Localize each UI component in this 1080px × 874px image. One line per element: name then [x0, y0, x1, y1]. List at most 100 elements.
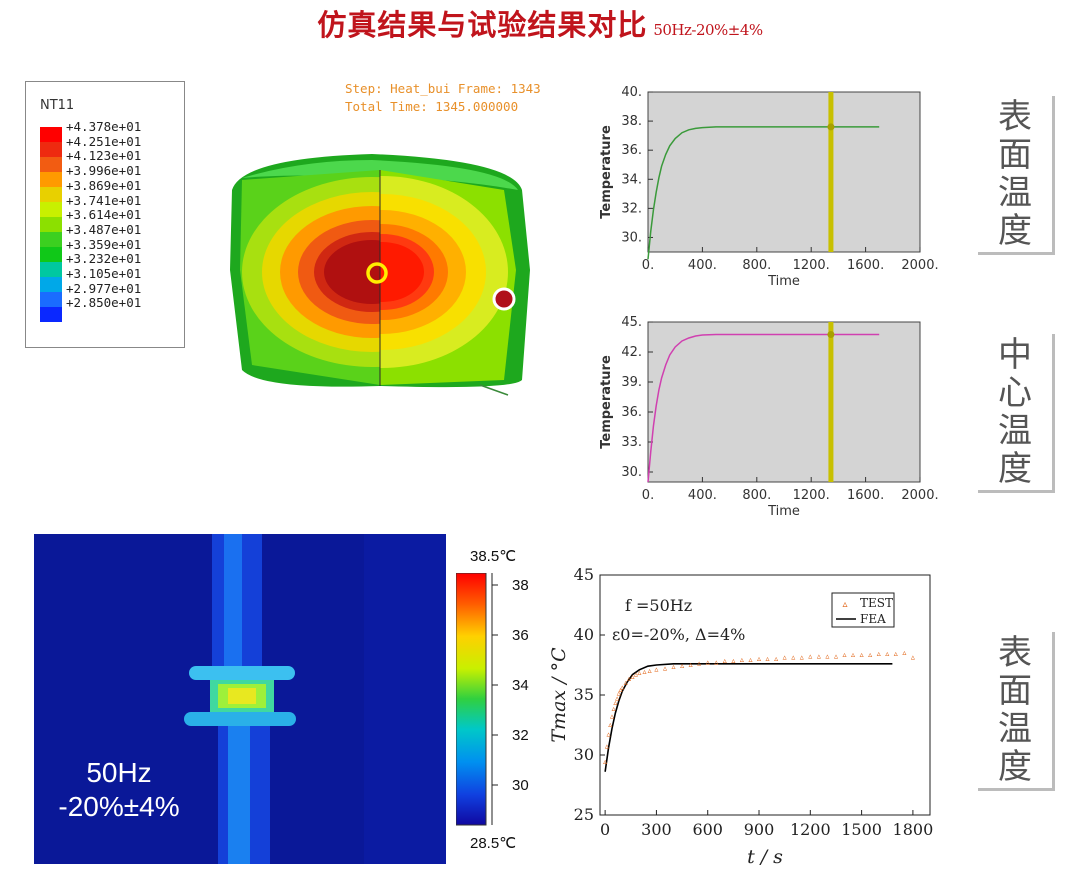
side-label-char: 度: [998, 211, 1032, 251]
y-tick-label: 30.: [621, 465, 642, 480]
legend-swatch: [40, 247, 62, 262]
x-tick-label: 1600.: [847, 258, 884, 273]
y-tick-label: 40.: [621, 85, 642, 100]
thermal-tick-label: 32: [512, 727, 529, 744]
test-point: ▵: [740, 655, 744, 664]
y-tick-label: 30.: [621, 230, 642, 245]
test-point: ▵: [791, 653, 795, 662]
x-tick-label: 1200.: [793, 488, 830, 503]
x-tick-label: 1200: [790, 820, 831, 839]
x-axis-label: Time: [767, 504, 800, 519]
x-tick-label: 600: [692, 820, 723, 839]
time-marker: [828, 322, 834, 482]
thermal-tick-label: 34: [512, 677, 529, 694]
test-point: ▵: [783, 653, 787, 662]
annotation-strain: ε0=-20%, Δ=4%: [612, 625, 745, 644]
step-info: Step: Heat_bui Frame: 1343 Total Time: 1…: [345, 80, 541, 116]
series-line-FEA: [604, 663, 893, 772]
surface-probe-marker: [492, 287, 516, 311]
test-point: ▵: [894, 649, 898, 658]
test-point: ▵: [607, 729, 611, 738]
test-point: ▵: [603, 757, 607, 766]
series-line-surface: [647, 126, 880, 260]
x-tick-label: 800.: [742, 258, 771, 273]
y-tick-label: 38.: [621, 114, 642, 129]
time-marker-point: [827, 331, 835, 338]
plot-area: [647, 91, 921, 253]
y-tick-label: 33.: [621, 435, 642, 450]
x-tick-label: 2000.: [901, 258, 938, 273]
x-tick-label: 400.: [688, 258, 717, 273]
test-point: ▵: [648, 666, 652, 675]
x-tick-label: 300: [641, 820, 672, 839]
test-point: ▵: [630, 672, 634, 681]
x-tick-label: 0.: [642, 258, 654, 273]
test-point: ▵: [672, 662, 676, 671]
y-tick-label: 40: [574, 625, 594, 644]
legend-swatch: [40, 187, 62, 202]
test-vs-fea-chart: 0 300 600 900 1200 1500 1800 25 30 35 40 45 t / s Tma…: [548, 565, 934, 868]
step-line-1: Step: Heat_bui Frame: 1343: [345, 81, 541, 96]
test-point: ▵: [689, 660, 693, 669]
legend-swatch: [40, 292, 62, 307]
test-point: ▵: [627, 674, 631, 683]
title-main: 仿真结果与试验结果对比: [317, 8, 648, 42]
test-point: ▵: [605, 741, 609, 750]
thermal-caption-freq: 50Hz: [86, 757, 152, 788]
side-label-surface-1: 表 面 温 度: [978, 96, 1055, 255]
test-point: ▵: [617, 689, 621, 698]
y-tick-label: 35: [574, 685, 594, 704]
test-point: ▵: [610, 711, 614, 720]
legend-colorbar: [40, 127, 62, 322]
fea-legend: NT11 +4.378e+01 +4.251e+01 +4.123e+01 +3.99…: [25, 81, 185, 348]
side-label-center: 中 心 温 度: [978, 334, 1055, 493]
step-line-2: Total Time: 1345.000000: [345, 99, 519, 114]
side-label-char: 面: [998, 135, 1032, 175]
legend-swatch: [40, 127, 62, 142]
legend-box: [831, 592, 895, 628]
side-label-surface-2: 表 面 温 度: [978, 632, 1055, 791]
legend-value: +3.232e+01: [66, 251, 142, 267]
side-label-char: 表: [998, 633, 1032, 673]
page-title: 仿真结果与试验结果对比 50Hz-20%±4%: [0, 2, 1080, 44]
time-marker-point: [827, 123, 835, 131]
y-tick-label: 25: [574, 805, 594, 824]
legend-value: +2.850e+01: [66, 295, 142, 311]
legend-swatch: [40, 277, 62, 292]
left-cut-face: [240, 170, 380, 385]
side-label-char: 温: [998, 173, 1032, 213]
title-sub: 50Hz-20%±4%: [653, 21, 763, 39]
thermal-colorbar: 38 36 34 32 30: [456, 573, 529, 826]
legend-swatch: [40, 202, 62, 217]
legend-swatch: [40, 142, 62, 157]
test-point: ▵: [615, 693, 619, 702]
test-point: ▵: [834, 651, 838, 660]
x-tick-label: 0: [600, 820, 610, 839]
x-tick-label: 1800: [893, 820, 934, 839]
y-tick-label: 45.: [621, 315, 642, 330]
test-point: ▵: [642, 667, 646, 676]
legend-label-fea: FEA: [860, 612, 886, 626]
legend-value: +3.614e+01: [66, 207, 142, 223]
specimen-flange-top: [189, 666, 295, 680]
thermal-scale-max: 38.5℃: [470, 548, 517, 565]
x-tick-label: 1500: [841, 820, 882, 839]
x-tick-label: 2000.: [901, 488, 938, 503]
test-point: ▵: [663, 663, 667, 672]
test-point: ▵: [731, 656, 735, 665]
y-tick-label: 36.: [621, 405, 642, 420]
legend-value: +3.869e+01: [66, 177, 142, 193]
test-point: ▵: [868, 650, 872, 659]
thermal-image: [34, 534, 446, 864]
legend-label-test: TEST: [860, 596, 893, 610]
side-label-char: 温: [998, 709, 1032, 749]
thermal-tick-label: 36: [512, 627, 529, 644]
test-point: ▵: [723, 656, 727, 665]
legend-value: +4.378e+01: [66, 119, 142, 134]
x-tick-label: 0.: [642, 488, 654, 503]
test-point: ▵: [608, 720, 612, 729]
thermal-tick-label: 38: [512, 577, 529, 594]
side-label-char: 中: [998, 335, 1032, 375]
test-point: ▵: [680, 661, 684, 670]
side-label-char: 心: [998, 373, 1032, 413]
